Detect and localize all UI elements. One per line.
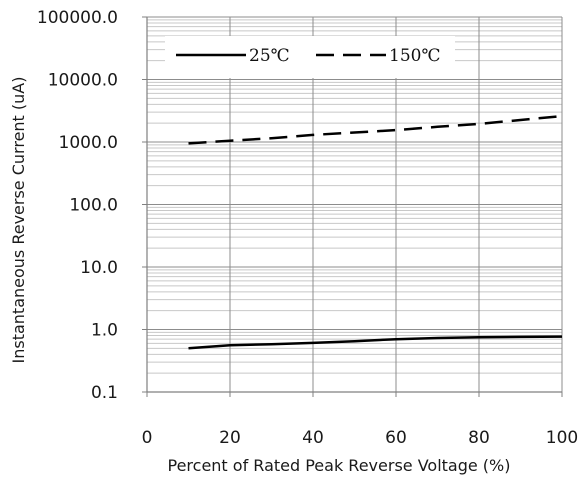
x-tick-label: 40 xyxy=(302,428,324,448)
x-tick-label: 0 xyxy=(142,428,153,448)
y-tick-label: 1.0 xyxy=(91,321,118,341)
x-axis-label: Percent of Rated Peak Reverse Voltage (%… xyxy=(168,456,511,475)
axes xyxy=(142,16,563,397)
x-tick-label: 100 xyxy=(546,428,578,448)
series-line xyxy=(188,114,563,145)
y-tick-label: 100.0 xyxy=(69,196,118,216)
y-tick-label: 0.1 xyxy=(91,383,118,403)
legend-label: 150℃ xyxy=(389,46,440,66)
legend-label: 25℃ xyxy=(249,46,290,66)
y-tick-label: 10000.0 xyxy=(48,71,118,91)
x-tick-label: 60 xyxy=(385,428,407,448)
y-tick-label: 10.0 xyxy=(80,258,118,278)
x-tick-label: 20 xyxy=(219,428,241,448)
x-tick-label: 80 xyxy=(468,428,490,448)
tick-labels: 0.1 1.0 10.0 100.0 1000.0 10000.0 100000.0 0 20 4… xyxy=(37,8,578,448)
legend: 25℃ 150℃ xyxy=(165,36,455,78)
series-line xyxy=(188,335,563,350)
series xyxy=(188,114,563,350)
legend-box xyxy=(165,36,455,78)
y-tick-label: 100000.0 xyxy=(37,8,118,28)
y-axis-label: Instantaneous Reverse Current (uA) xyxy=(9,77,28,364)
y-tick-label: 1000.0 xyxy=(59,133,118,153)
grid xyxy=(147,16,563,393)
